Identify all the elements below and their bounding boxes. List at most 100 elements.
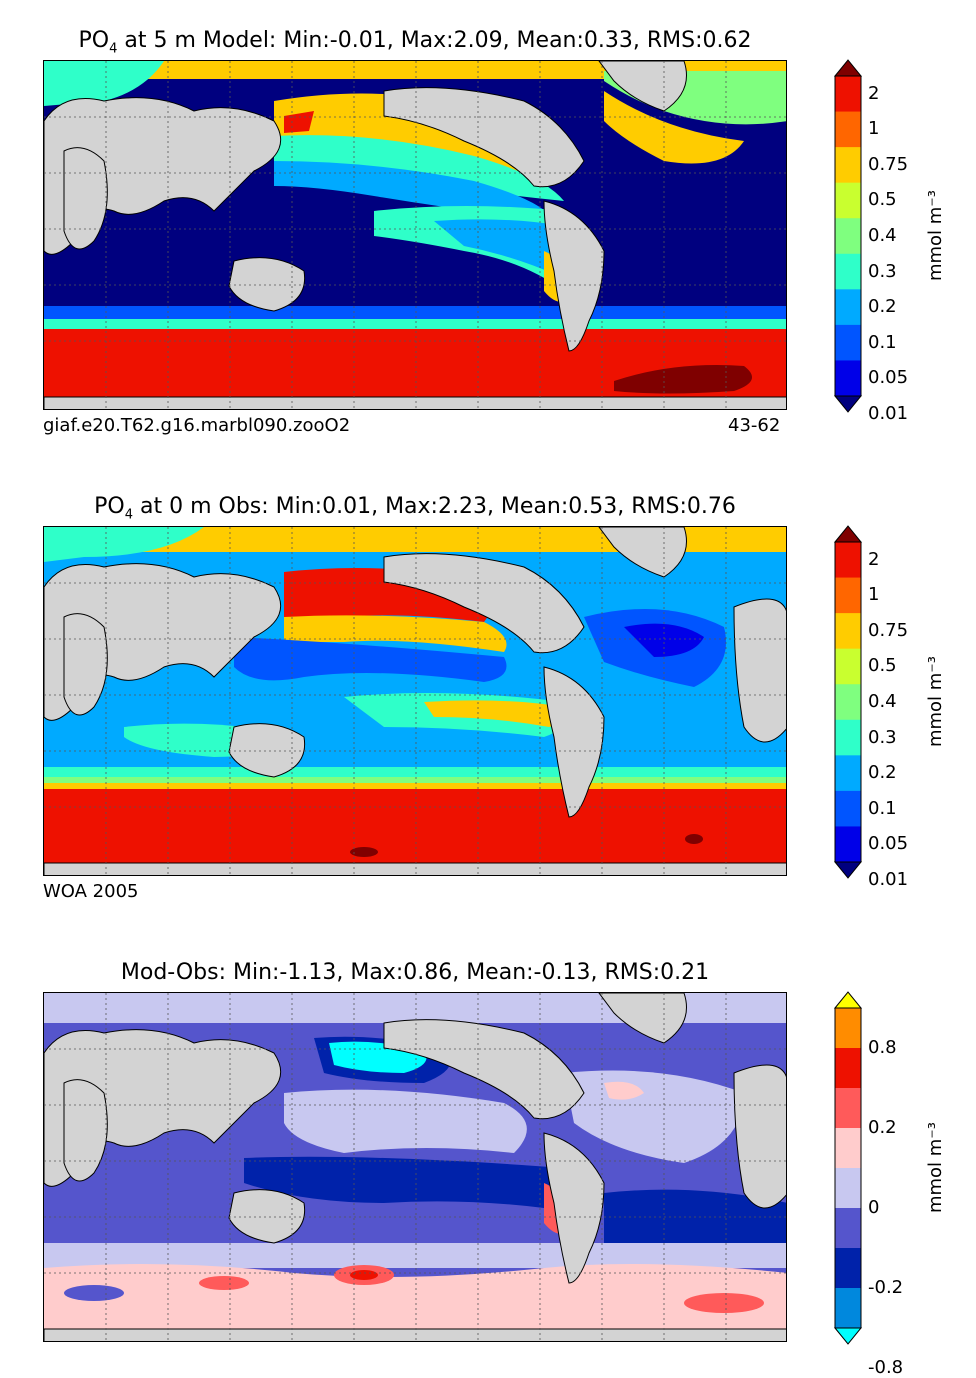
- panel2-colorbar-svg: [833, 525, 863, 879]
- panel3-so-red-4: [199, 1276, 249, 1290]
- colorbar-segment: [835, 289, 861, 326]
- panel1-eq-tongue-blue: [434, 219, 568, 276]
- panel3-graticule: [44, 993, 786, 1341]
- colorbar-segment: [835, 1208, 861, 1249]
- panel1-labrador-band: [604, 91, 744, 164]
- panel3-so-blue-1: [64, 1285, 124, 1301]
- colorbar-segment: [835, 755, 861, 792]
- panel2-eq-yellow: [424, 700, 565, 727]
- panel1-band-so-2: [44, 319, 786, 331]
- colorbar-segment: [835, 1128, 861, 1169]
- colorbar-tick-label: 0.8: [868, 1037, 897, 1058]
- panel2-graticule: [44, 527, 786, 875]
- panel3-natl-pink: [604, 1081, 644, 1100]
- colorbar-segment: [835, 790, 861, 827]
- panel2-map-svg: [44, 527, 786, 875]
- colorbar-segment: [835, 1048, 861, 1089]
- colorbar-tick-label: 0.01: [868, 402, 909, 424]
- colorbar-tick-label: 1: [868, 118, 880, 140]
- panel2-band-so-1: [44, 767, 786, 779]
- panel1-title-rest: at 5 m Model: Min:-0.01, Max:2.09, Mean:…: [124, 28, 752, 53]
- colorbar-segment: [835, 684, 861, 721]
- panel1-title-prefix: PO: [78, 28, 110, 53]
- panel1-title-sub: 4: [109, 41, 118, 57]
- panel1-so-max: [614, 365, 752, 394]
- colorbar-frame: [834, 541, 862, 863]
- panel2-land: [44, 527, 786, 875]
- colorbar-segment: [835, 648, 861, 685]
- panel3-satl-dark: [604, 1189, 786, 1253]
- panel1-map: [43, 60, 787, 410]
- colorbar-segment: [835, 1248, 861, 1289]
- colorbar-segment: [835, 613, 861, 650]
- panel1-map-svg: [44, 61, 786, 409]
- colorbar-tick-label: 0.4: [868, 225, 897, 246]
- panel3-map-svg: [44, 993, 786, 1341]
- colorbar-segment: [835, 826, 861, 863]
- colorbar-segment: [835, 542, 861, 579]
- panel3-so-red-2: [350, 1270, 378, 1280]
- panel1-band-arctic: [44, 61, 786, 79]
- colorbar-segment: [835, 1088, 861, 1129]
- panel1-npac-cyan: [274, 135, 564, 201]
- panel3-map: [43, 992, 787, 1342]
- colorbar-extend-min: [833, 395, 863, 413]
- colorbar-segment: [835, 253, 861, 290]
- colorbar-extend-max: [833, 991, 863, 1009]
- panel1-title: PO4 at 5 m Model: Min:-0.01, Max:2.09, M…: [0, 28, 830, 62]
- colorbar-tick-label: 0.75: [868, 153, 909, 175]
- colorbar-segment: [835, 111, 861, 148]
- panel2-so-max-2: [685, 834, 703, 844]
- panel1-npac-yellow: [274, 93, 564, 181]
- colorbar-tick-label: 0: [868, 1197, 880, 1218]
- panel2-title-sub: 4: [124, 507, 133, 523]
- panel1-graticule: [44, 61, 786, 409]
- panel2-npac-gyre: [234, 637, 507, 682]
- colorbar-tick-label: 2: [868, 548, 880, 570]
- panel1-colorbar: [833, 59, 863, 413]
- panel2-dataset-label: WOA 2005: [43, 881, 139, 902]
- colorbar-tick-label: 0.1: [868, 331, 897, 353]
- colorbar-segment: [835, 218, 861, 255]
- panel2-title-prefix: PO: [94, 494, 125, 519]
- colorbar-extend-min: [833, 861, 863, 879]
- panel3-title: Mod-Obs: Min:-1.13, Max:0.86, Mean:-0.13…: [120, 960, 710, 985]
- colorbar-tick-label: -0.2: [868, 1277, 904, 1298]
- colorbar-tick-label: 0.01: [868, 868, 909, 890]
- panel3-units-label: mmol m⁻³: [925, 1121, 947, 1214]
- colorbar-tick-label: 0.3: [868, 726, 897, 748]
- colorbar-extend-min: [833, 1327, 863, 1345]
- panel3-colorbar-svg: [833, 991, 863, 1345]
- colorbar-extend-max: [833, 525, 863, 543]
- panel2-colorbar: [833, 525, 863, 879]
- colorbar-tick-label: 0.2: [868, 1117, 897, 1138]
- colorbar-tick-label: 0.75: [868, 619, 909, 641]
- colorbar-tick-label: 0.5: [868, 655, 897, 677]
- panel2-npac-yellow: [284, 615, 507, 652]
- panel3-so-red-3: [684, 1293, 764, 1313]
- colorbar-segment: [835, 147, 861, 184]
- panel2-title-rest: at 0 m Obs: Min:0.01, Max:2.23, Mean:0.5…: [139, 494, 736, 519]
- panel3-npac-light: [284, 1089, 527, 1153]
- panel2-natl-core: [624, 623, 704, 657]
- colorbar-segment: [835, 1168, 861, 1209]
- colorbar-tick-label: 1: [868, 584, 880, 606]
- colorbar-tick-label: 0.4: [868, 691, 897, 712]
- colorbar-extend-max: [833, 59, 863, 77]
- colorbar-tick-label: 0.2: [868, 296, 897, 318]
- colorbar-tick-label: 0.5: [868, 189, 897, 211]
- panel1-case-label: giaf.e20.T62.g16.marbl090.zooO2: [43, 415, 351, 436]
- colorbar-segment: [835, 577, 861, 614]
- panel3-colorbar: [833, 991, 863, 1345]
- panel1-land: [44, 61, 786, 409]
- panel2-map: [43, 526, 787, 876]
- colorbar-frame: [834, 1007, 862, 1329]
- colorbar-segment: [835, 360, 861, 397]
- colorbar-segment: [835, 1288, 861, 1329]
- colorbar-segment: [835, 719, 861, 756]
- panel1-units-label: mmol m⁻³: [925, 189, 947, 282]
- colorbar-segment: [835, 182, 861, 219]
- panel2-so-max-1: [350, 847, 378, 857]
- colorbar-segment: [835, 76, 861, 113]
- colorbar-tick-label: 0.3: [868, 260, 897, 282]
